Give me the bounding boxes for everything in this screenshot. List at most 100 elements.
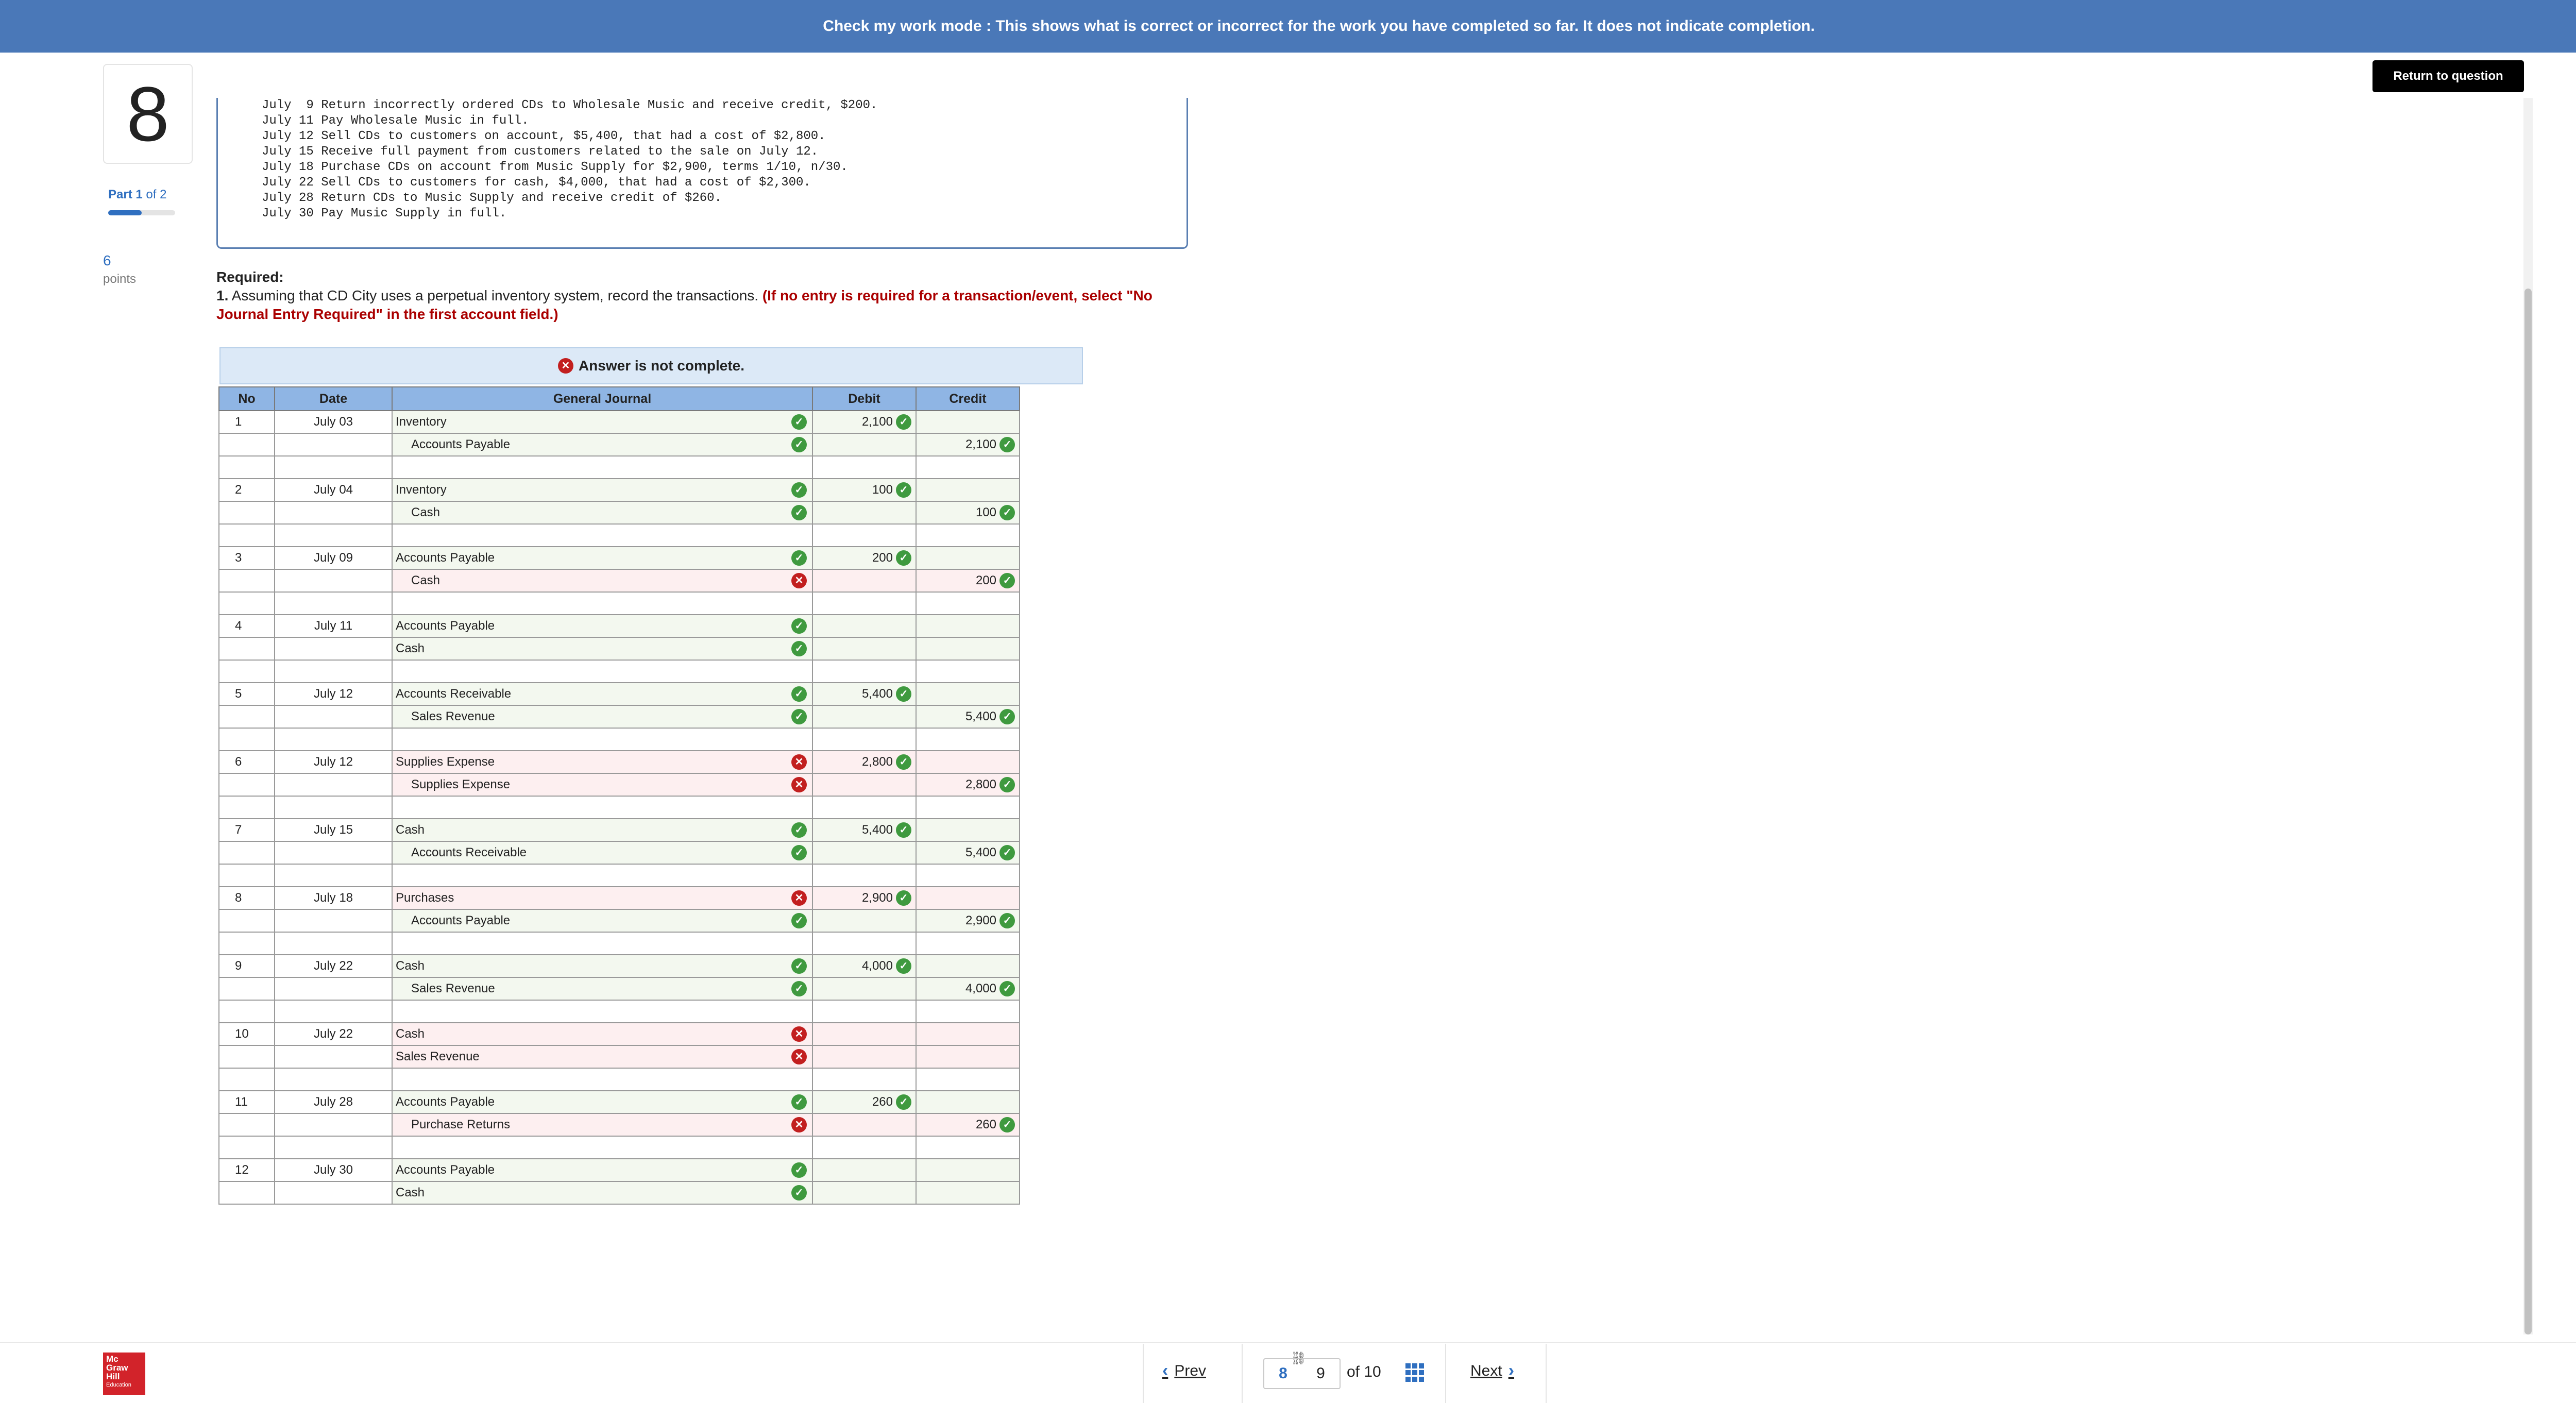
- account-field[interactable]: Supplies Expense ✕: [392, 750, 813, 774]
- debit-field[interactable]: 100 ✓: [812, 478, 917, 502]
- debit-field[interactable]: 2,100 ✓: [812, 410, 917, 434]
- account-field[interactable]: Accounts Payable ✓: [392, 614, 813, 638]
- credit-field[interactable]: 200 ✓: [916, 569, 1020, 593]
- credit-field[interactable]: [916, 682, 1020, 706]
- account-field[interactable]: Cash ✕: [392, 569, 813, 593]
- account-field[interactable]: Cash ✓: [392, 1181, 813, 1205]
- debit-field[interactable]: [812, 614, 917, 638]
- page-current[interactable]: 8: [1279, 1365, 1287, 1382]
- transaction-line: July 22 Sell CDs to customers for cash, …: [262, 176, 811, 190]
- account-field[interactable]: Accounts Payable ✓: [392, 433, 813, 457]
- account-field[interactable]: Sales Revenue ✓: [392, 705, 813, 729]
- page-selector[interactable]: 8 9: [1263, 1358, 1341, 1389]
- account-name: Cash: [396, 823, 425, 837]
- debit-field[interactable]: 2,900 ✓: [812, 886, 917, 910]
- debit-field[interactable]: [812, 841, 917, 865]
- account-field[interactable]: Accounts Payable ✓: [392, 1158, 813, 1182]
- account-name: Sales Revenue: [411, 982, 495, 995]
- grid-menu-icon[interactable]: [1405, 1363, 1424, 1382]
- prev-button[interactable]: ‹ Prev: [1159, 1360, 1209, 1381]
- account-field[interactable]: Accounts Payable ✓: [392, 1090, 813, 1114]
- account-field[interactable]: Supplies Expense ✕: [392, 773, 813, 797]
- empty-cell: [218, 660, 275, 683]
- debit-field[interactable]: [812, 773, 917, 797]
- credit-field[interactable]: 5,400 ✓: [916, 841, 1020, 865]
- correct-check-icon: ✓: [791, 550, 807, 566]
- debit-field[interactable]: [812, 1181, 917, 1205]
- empty-cell: [916, 796, 1020, 819]
- account-field[interactable]: Accounts Receivable ✓: [392, 841, 813, 865]
- account-field[interactable]: Cash ✓: [392, 501, 813, 525]
- entry-date: [274, 569, 393, 593]
- credit-field[interactable]: [916, 818, 1020, 842]
- credit-field[interactable]: [916, 410, 1020, 434]
- credit-field[interactable]: [916, 750, 1020, 774]
- credit-field[interactable]: [916, 1090, 1020, 1114]
- entry-date: July 09: [274, 546, 393, 570]
- table-row: Cash ✕ 200 ✓: [218, 569, 1020, 593]
- account-field[interactable]: Sales Revenue ✓: [392, 977, 813, 1001]
- entry-date: July 04: [274, 478, 393, 502]
- credit-field[interactable]: 260 ✓: [916, 1113, 1020, 1137]
- debit-field[interactable]: 5,400 ✓: [812, 682, 917, 706]
- debit-field[interactable]: 200 ✓: [812, 546, 917, 570]
- credit-field[interactable]: [916, 1022, 1020, 1046]
- credit-field[interactable]: [916, 1158, 1020, 1182]
- account-field[interactable]: Inventory ✓: [392, 410, 813, 434]
- debit-field[interactable]: 2,800 ✓: [812, 750, 917, 774]
- debit-field[interactable]: [812, 977, 917, 1001]
- credit-field[interactable]: [916, 546, 1020, 570]
- debit-field[interactable]: [812, 1022, 917, 1046]
- account-field[interactable]: Sales Revenue ✕: [392, 1045, 813, 1069]
- empty-cell: [274, 864, 393, 887]
- debit-field[interactable]: [812, 1113, 917, 1137]
- credit-field[interactable]: 5,400 ✓: [916, 705, 1020, 729]
- account-field[interactable]: Cash ✕: [392, 1022, 813, 1046]
- account-field[interactable]: Accounts Payable ✓: [392, 909, 813, 933]
- credit-field[interactable]: [916, 886, 1020, 910]
- account-field[interactable]: Purchase Returns ✕: [392, 1113, 813, 1137]
- entry-date: July 22: [274, 954, 393, 978]
- table-row: Accounts Payable ✓ 2,100 ✓: [218, 433, 1020, 457]
- account-field[interactable]: Purchases ✕: [392, 886, 813, 910]
- footer-divider: [0, 1342, 2576, 1343]
- credit-field[interactable]: 4,000 ✓: [916, 977, 1020, 1001]
- account-field[interactable]: Cash ✓: [392, 954, 813, 978]
- return-to-question-button[interactable]: Return to question: [2372, 60, 2524, 92]
- account-field[interactable]: Cash ✓: [392, 818, 813, 842]
- scrollbar-thumb[interactable]: [2524, 289, 2532, 1334]
- correct-check-icon: ✓: [896, 754, 911, 770]
- debit-field[interactable]: [812, 569, 917, 593]
- credit-field[interactable]: 2,100 ✓: [916, 433, 1020, 457]
- credit-field[interactable]: [916, 954, 1020, 978]
- account-field[interactable]: Inventory ✓: [392, 478, 813, 502]
- credit-field[interactable]: 2,800 ✓: [916, 773, 1020, 797]
- required-title: Required:: [216, 269, 284, 285]
- debit-field[interactable]: [812, 433, 917, 457]
- account-field[interactable]: Accounts Receivable ✓: [392, 682, 813, 706]
- credit-field[interactable]: 2,900 ✓: [916, 909, 1020, 933]
- debit-field[interactable]: 4,000 ✓: [812, 954, 917, 978]
- debit-field[interactable]: [812, 637, 917, 661]
- page-next[interactable]: 9: [1316, 1365, 1325, 1382]
- credit-field[interactable]: [916, 478, 1020, 502]
- empty-cell: [218, 1000, 275, 1023]
- debit-field[interactable]: [812, 1158, 917, 1182]
- debit-field[interactable]: [812, 1045, 917, 1069]
- debit-field[interactable]: [812, 909, 917, 933]
- next-button[interactable]: Next ›: [1467, 1360, 1517, 1381]
- account-field[interactable]: Cash ✓: [392, 637, 813, 661]
- account-name: Supplies Expense: [411, 777, 511, 791]
- debit-field[interactable]: [812, 501, 917, 525]
- account-field[interactable]: Accounts Payable ✓: [392, 546, 813, 570]
- credit-field[interactable]: [916, 1181, 1020, 1205]
- debit-field[interactable]: 260 ✓: [812, 1090, 917, 1114]
- debit-field[interactable]: 5,400 ✓: [812, 818, 917, 842]
- chevron-left-icon: ‹: [1162, 1361, 1168, 1380]
- entry-number: 9: [218, 954, 275, 978]
- credit-field[interactable]: [916, 1045, 1020, 1069]
- credit-field[interactable]: [916, 614, 1020, 638]
- debit-field[interactable]: [812, 705, 917, 729]
- credit-field[interactable]: 100 ✓: [916, 501, 1020, 525]
- credit-field[interactable]: [916, 637, 1020, 661]
